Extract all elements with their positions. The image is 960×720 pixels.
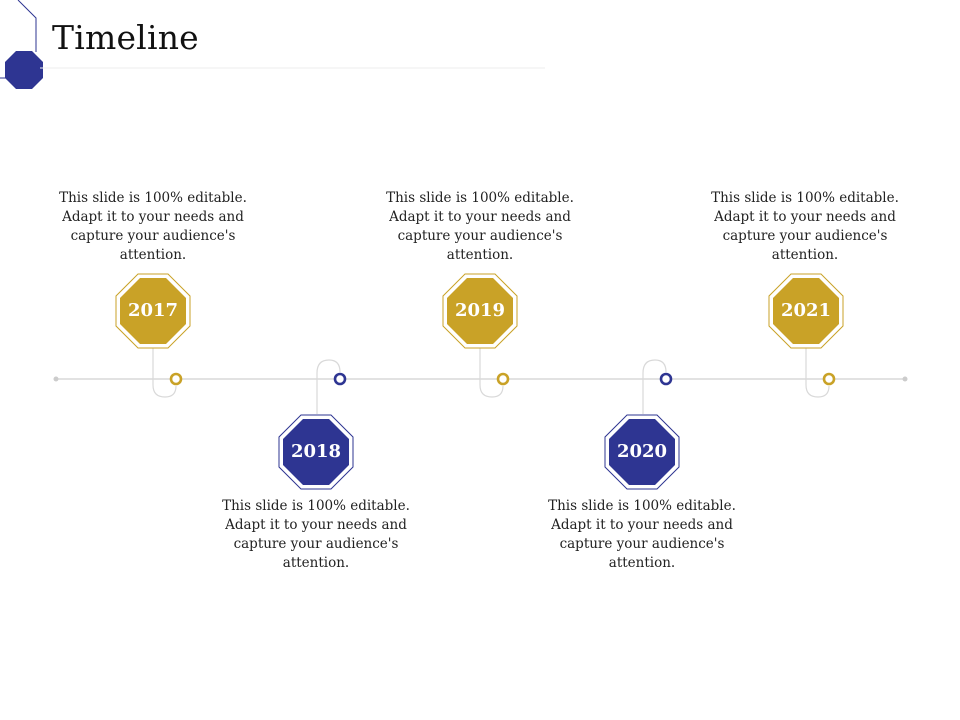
badge-2018 (278, 414, 354, 490)
marker-2018 (333, 372, 347, 386)
page-title: Timeline (52, 18, 199, 57)
year-label-2020: 2020 (616, 441, 668, 462)
marker-2019 (496, 372, 510, 386)
milestone-text-2020: This slide is 100% editable. Adapt it to… (548, 498, 736, 571)
corner-line (17, 0, 37, 52)
connector-2019 (479, 346, 504, 398)
corner-decoration (0, 0, 43, 89)
connector-2021 (805, 346, 830, 398)
year-label-2019: 2019 (454, 300, 506, 321)
corner-octagon (5, 51, 43, 89)
year-label-2021: 2021 (780, 300, 832, 321)
badge-2017 (115, 273, 191, 349)
badge-2020 (604, 414, 680, 490)
connector-2020 (642, 359, 667, 414)
year-label-2017: 2017 (127, 300, 179, 321)
milestone-text-2021: This slide is 100% editable. Adapt it to… (711, 190, 899, 263)
year-label-2018: 2018 (290, 441, 342, 462)
badge-2019 (442, 273, 518, 349)
marker-2020 (659, 372, 673, 386)
connector-2017 (152, 346, 177, 398)
marker-2017 (169, 372, 183, 386)
marker-2021 (822, 372, 836, 386)
timeline-end-dot (902, 376, 908, 382)
milestone-text-2019: This slide is 100% editable. Adapt it to… (386, 190, 574, 263)
timeline-start-dot (53, 376, 59, 382)
badge-2021 (768, 273, 844, 349)
milestone-text-2017: This slide is 100% editable. Adapt it to… (59, 190, 247, 263)
milestone-text-2018: This slide is 100% editable. Adapt it to… (222, 498, 410, 571)
connector-2018 (316, 359, 341, 414)
